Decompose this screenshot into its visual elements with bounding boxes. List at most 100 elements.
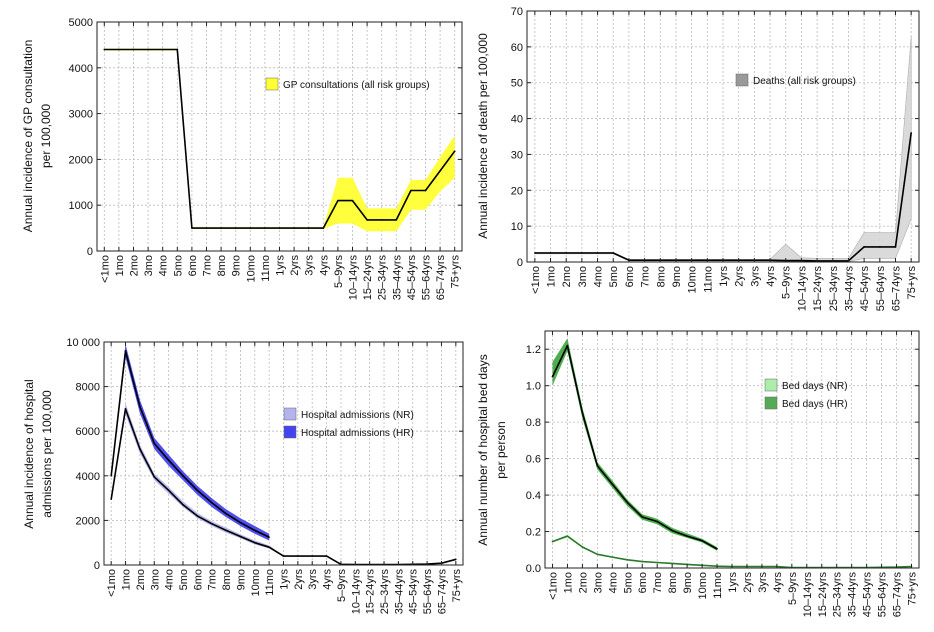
y-tick-label: 2000: [76, 515, 100, 527]
x-tick-label: 10mo: [687, 266, 699, 294]
x-tick-label: <1mo: [106, 569, 118, 597]
x-tick-label: 2yrs: [289, 255, 301, 276]
data-point: [325, 555, 328, 557]
legend-label: Bed days (NR): [782, 381, 848, 392]
data-point: [282, 555, 285, 557]
x-tick-label: 4yrs: [772, 572, 784, 593]
x-tick-label: 2yrs: [293, 569, 305, 590]
y-axis-label: Annual incidence of GP consultation: [21, 40, 35, 233]
y-tick-label: 0.6: [526, 454, 541, 466]
y-tick-label: 1.2: [526, 344, 541, 356]
y-axis-label: Annual incidence of death per 100,000: [476, 33, 490, 239]
data-point: [264, 227, 266, 229]
data-point: [641, 560, 644, 563]
x-tick-label: 10mo: [245, 255, 257, 283]
x-tick-label: 1yrs: [727, 572, 739, 593]
data-point: [549, 252, 552, 254]
x-tick-label: 1mo: [114, 255, 126, 276]
data-point: [167, 489, 170, 492]
data-point: [534, 252, 536, 254]
data-point: [118, 48, 120, 51]
data-point: [581, 546, 584, 548]
y-tick-label: 0.4: [526, 490, 541, 502]
legend-swatch: [764, 396, 778, 410]
series-band-1: [552, 338, 717, 551]
data-point: [879, 246, 881, 248]
x-tick-label: 11mo: [260, 255, 272, 282]
x-tick-label: 10–14yrs: [802, 572, 814, 618]
x-tick-label: 25–34yrs: [832, 572, 844, 618]
y-tick-label: 10: [511, 221, 523, 233]
data-point: [239, 521, 242, 524]
data-point: [139, 448, 141, 450]
y-axis-label: Annual number of hospital bed days: [476, 354, 490, 545]
legend-swatch: [265, 77, 279, 91]
data-point: [167, 459, 170, 461]
data-point: [124, 350, 127, 352]
x-tick-label: 2mo: [129, 255, 141, 276]
x-tick-label: 4yrs: [765, 266, 777, 287]
x-tick-label: 4mo: [593, 266, 605, 287]
data-point: [322, 227, 325, 229]
data-point: [366, 219, 368, 221]
data-point: [894, 246, 897, 248]
x-tick-label: 55–64yrs: [422, 569, 434, 615]
x-tick-label: 6mo: [624, 266, 636, 287]
x-tick-label: 11mo: [264, 569, 276, 596]
data-point: [337, 199, 339, 202]
data-point: [611, 556, 614, 558]
y-tick-label: 20: [511, 185, 523, 197]
x-tick-label: 35–44yrs: [393, 569, 405, 615]
x-tick-label: 15–24yrs: [817, 572, 829, 618]
chart-bed: 0.0 0.2 0.4 0.6 0.8 1.0 1.2 <1mo 1mo 2mo 3mo 4mo 5mo…: [476, 330, 920, 618]
x-tick-label: 5–9yrs: [787, 572, 799, 606]
x-tick-label: 6mo: [637, 572, 649, 593]
x-tick-label: 45–54yrs: [862, 572, 874, 618]
data-point: [249, 227, 252, 229]
data-point: [380, 219, 383, 221]
legend-swatch: [283, 425, 297, 439]
x-tick-label: 65–74yrs: [436, 569, 448, 615]
y-tick-label: 0: [87, 246, 93, 258]
x-tick-label: 55–64yrs: [877, 572, 889, 618]
x-tick-label: 75+yrs: [906, 266, 918, 300]
x-tick-label: 7mo: [640, 266, 652, 287]
data-point: [103, 48, 106, 51]
data-point: [268, 546, 270, 548]
data-point: [566, 344, 569, 347]
x-tick-label: <1mo: [530, 266, 542, 294]
x-tick-label: 4yrs: [318, 255, 330, 276]
x-tick-label: 2mo: [135, 569, 147, 590]
x-tick-label: 5mo: [622, 572, 634, 593]
data-point: [551, 375, 554, 378]
data-point: [439, 170, 441, 172]
data-point: [453, 150, 456, 152]
x-tick-label: 1yrs: [275, 255, 287, 276]
data-point: [268, 536, 270, 538]
x-tick-label: 15–24yrs: [362, 255, 374, 301]
x-tick-label: 5–9yrs: [781, 266, 793, 300]
legend-swatch: [283, 407, 297, 421]
x-tick-label: 75+yrs: [451, 569, 463, 603]
data-point: [611, 483, 614, 485]
legend-swatch: [764, 378, 778, 392]
x-tick-label: 25–34yrs: [377, 255, 389, 301]
y-tick-label: 4000: [69, 63, 93, 75]
data-point: [297, 555, 299, 557]
x-tick-label: 2mo: [561, 266, 573, 287]
data-point: [716, 548, 718, 550]
data-point: [596, 252, 599, 254]
data-point: [701, 539, 703, 542]
y-axis-label: per person: [494, 421, 508, 478]
y-tick-label: 30: [511, 149, 523, 161]
y-tick-label: 0.8: [526, 417, 541, 429]
x-tick-label: 45–54yrs: [859, 266, 871, 312]
data-point: [424, 189, 427, 192]
data-point: [176, 48, 179, 51]
data-point: [110, 475, 112, 477]
x-tick-label: 7mo: [202, 255, 214, 276]
data-point: [311, 555, 314, 557]
y-axis-label: admissions per 100,000: [40, 390, 54, 518]
